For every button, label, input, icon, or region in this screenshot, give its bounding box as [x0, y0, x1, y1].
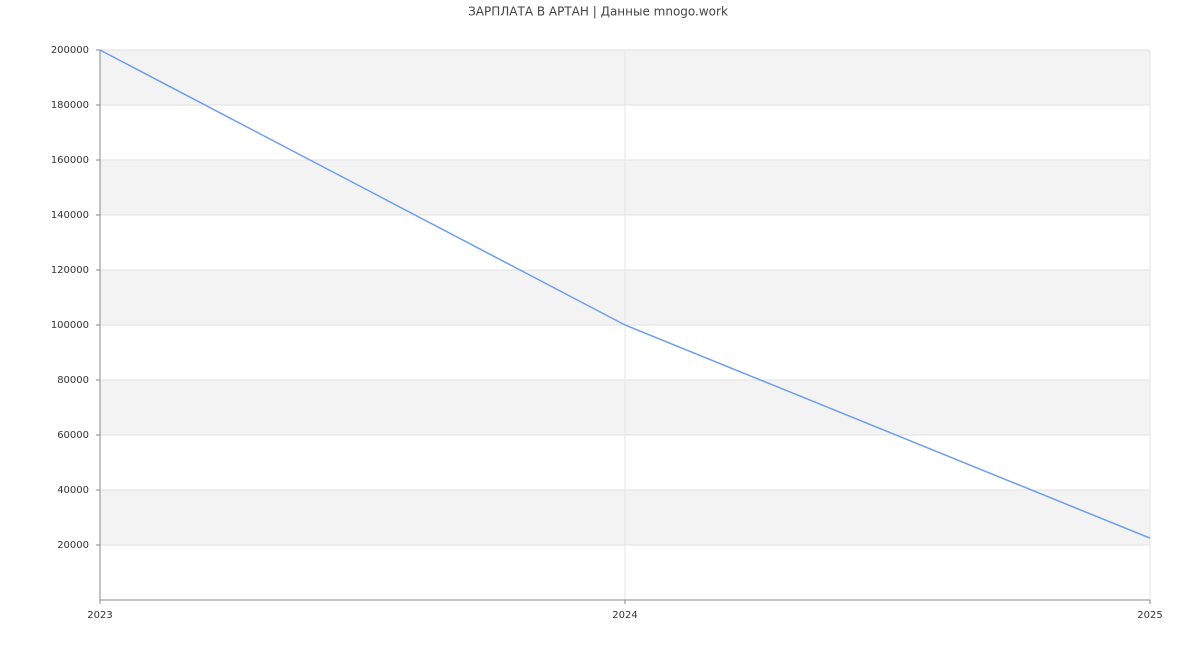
x-tick-label: 2024	[612, 610, 637, 621]
y-tick-label: 120000	[51, 265, 89, 276]
data-line	[99, 49, 1151, 539]
y-tick-label: 20000	[57, 540, 89, 551]
y-tick-label: 60000	[57, 430, 89, 441]
x-tick-label: 2025	[1137, 610, 1162, 621]
y-tick-label: 100000	[51, 320, 89, 331]
y-tick-label: 200000	[51, 45, 89, 56]
y-tick-label: 40000	[57, 485, 89, 496]
x-tick-label: 2023	[87, 610, 112, 621]
chart-title: ЗАРПЛАТА В АРТАН | Данные mnogo.work	[468, 5, 728, 19]
y-tick-label: 160000	[51, 155, 89, 166]
y-tick-label: 140000	[51, 210, 89, 221]
y-tick-label: 180000	[51, 100, 89, 111]
y-tick-label: 80000	[57, 375, 89, 386]
